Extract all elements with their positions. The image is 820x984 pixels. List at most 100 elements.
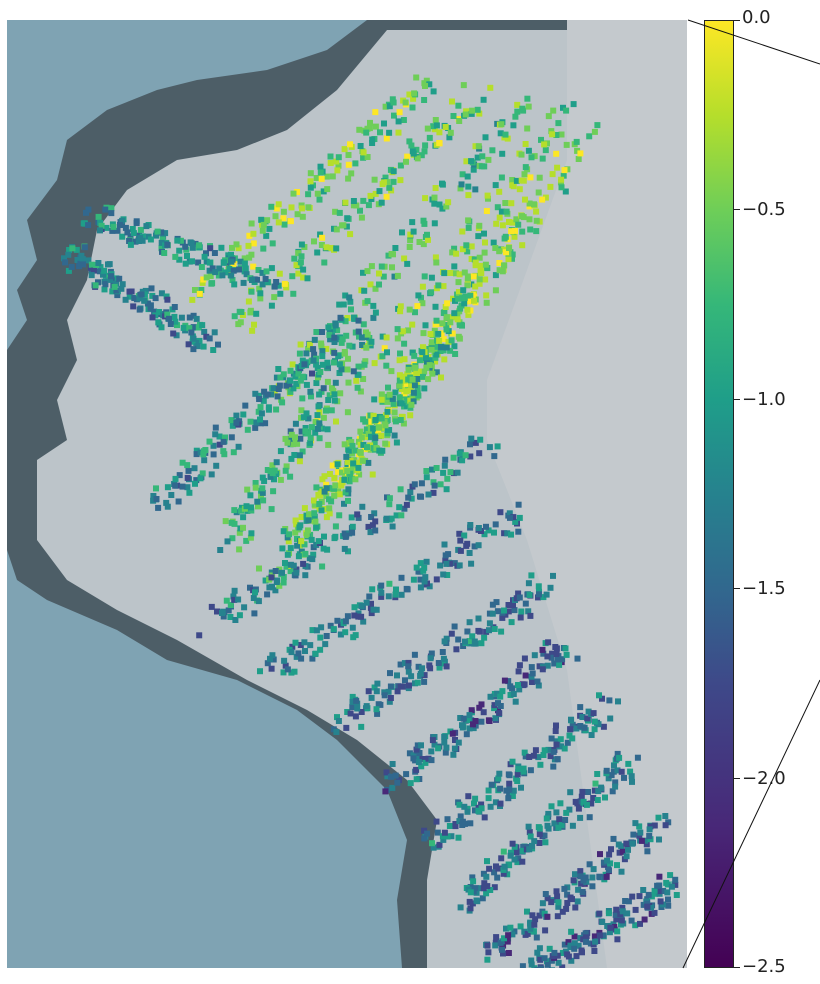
data-pixel <box>85 257 92 264</box>
data-pixel <box>371 360 378 367</box>
data-pixel <box>531 838 538 845</box>
data-pixel <box>445 338 452 345</box>
data-pixel <box>308 424 315 431</box>
data-pixel <box>628 917 635 924</box>
data-pixel <box>516 514 523 521</box>
data-pixel <box>623 853 630 860</box>
data-pixel <box>472 283 479 290</box>
data-pixel <box>317 634 324 641</box>
data-pixel <box>478 269 485 276</box>
data-pixel <box>394 326 401 333</box>
data-pixel <box>462 638 468 645</box>
data-pixel <box>374 710 381 717</box>
data-pixel <box>455 295 462 302</box>
data-pixel <box>438 330 445 337</box>
data-pixel <box>478 701 485 708</box>
data-pixel <box>536 825 543 832</box>
data-pixel <box>541 832 548 839</box>
data-pixel <box>358 603 365 609</box>
data-pixel <box>281 657 288 664</box>
data-pixel <box>136 295 143 302</box>
data-pixel <box>580 798 587 805</box>
data-pixel <box>233 241 240 248</box>
data-pixel <box>287 428 294 435</box>
data-pixel <box>335 718 342 724</box>
data-pixel <box>435 330 442 337</box>
data-pixel <box>455 739 462 746</box>
data-pixel <box>424 231 430 238</box>
data-pixel <box>495 700 501 707</box>
data-pixel <box>452 297 458 304</box>
data-pixel <box>472 259 479 266</box>
data-pixel <box>248 507 255 514</box>
data-pixel <box>268 302 275 309</box>
data-pixel <box>266 225 273 232</box>
data-pixel <box>476 704 483 711</box>
data-pixel <box>189 244 196 251</box>
data-pixel <box>297 522 304 529</box>
data-pixel <box>542 927 549 934</box>
data-pixel <box>378 589 385 596</box>
data-pixel <box>255 392 262 399</box>
data-pixel <box>159 236 166 243</box>
data-pixel <box>524 125 531 132</box>
data-pixel <box>329 462 336 469</box>
data-pixel <box>271 476 277 483</box>
data-pixel <box>612 783 619 790</box>
data-pixel <box>612 779 619 786</box>
data-pixel <box>422 142 429 149</box>
data-pixel <box>304 275 311 282</box>
data-pixel <box>560 172 567 179</box>
data-pixel <box>398 512 405 519</box>
data-pixel <box>392 772 399 779</box>
data-pixel <box>363 426 370 433</box>
data-pixel <box>294 211 301 218</box>
data-pixel <box>336 491 343 498</box>
data-pixel <box>408 673 415 680</box>
data-pixel <box>345 548 351 555</box>
data-pixel <box>364 331 371 338</box>
data-pixel <box>409 104 416 111</box>
data-pixel <box>102 206 109 213</box>
data-pixel <box>292 437 299 444</box>
data-pixel <box>496 267 503 274</box>
data-pixel <box>417 560 424 567</box>
data-pixel <box>178 314 185 321</box>
data-pixel <box>453 270 459 277</box>
data-pixel <box>506 245 512 251</box>
data-pixel <box>96 268 103 275</box>
data-pixel <box>392 418 399 425</box>
data-pixel <box>313 361 320 368</box>
data-pixel <box>443 326 450 333</box>
data-pixel <box>430 123 437 130</box>
data-pixel <box>308 536 315 543</box>
data-pixel <box>127 241 134 248</box>
data-pixel <box>528 572 535 579</box>
data-pixel <box>240 411 247 418</box>
data-pixel <box>297 377 304 384</box>
data-pixel <box>354 384 361 391</box>
data-pixel <box>321 533 327 540</box>
data-pixel <box>431 220 438 227</box>
data-pixel <box>349 698 356 705</box>
data-pixel <box>396 394 403 401</box>
data-pixel <box>312 429 319 436</box>
data-pixel <box>492 287 499 294</box>
data-pixel <box>391 112 397 119</box>
data-pixel <box>319 329 325 335</box>
data-pixel <box>224 538 231 545</box>
data-pixel <box>147 302 154 309</box>
data-pixel <box>315 403 322 410</box>
data-pixel <box>433 351 440 358</box>
data-pixel <box>273 579 280 585</box>
data-pixel <box>114 292 121 299</box>
data-pixel <box>372 518 379 525</box>
data-pixel <box>573 953 580 960</box>
data-pixel <box>404 260 411 267</box>
data-pixel <box>615 841 622 848</box>
data-pixel <box>231 313 238 320</box>
data-pixel <box>184 484 191 491</box>
data-pixel <box>457 185 464 192</box>
data-pixel <box>528 961 535 968</box>
data-pixel <box>302 648 308 654</box>
